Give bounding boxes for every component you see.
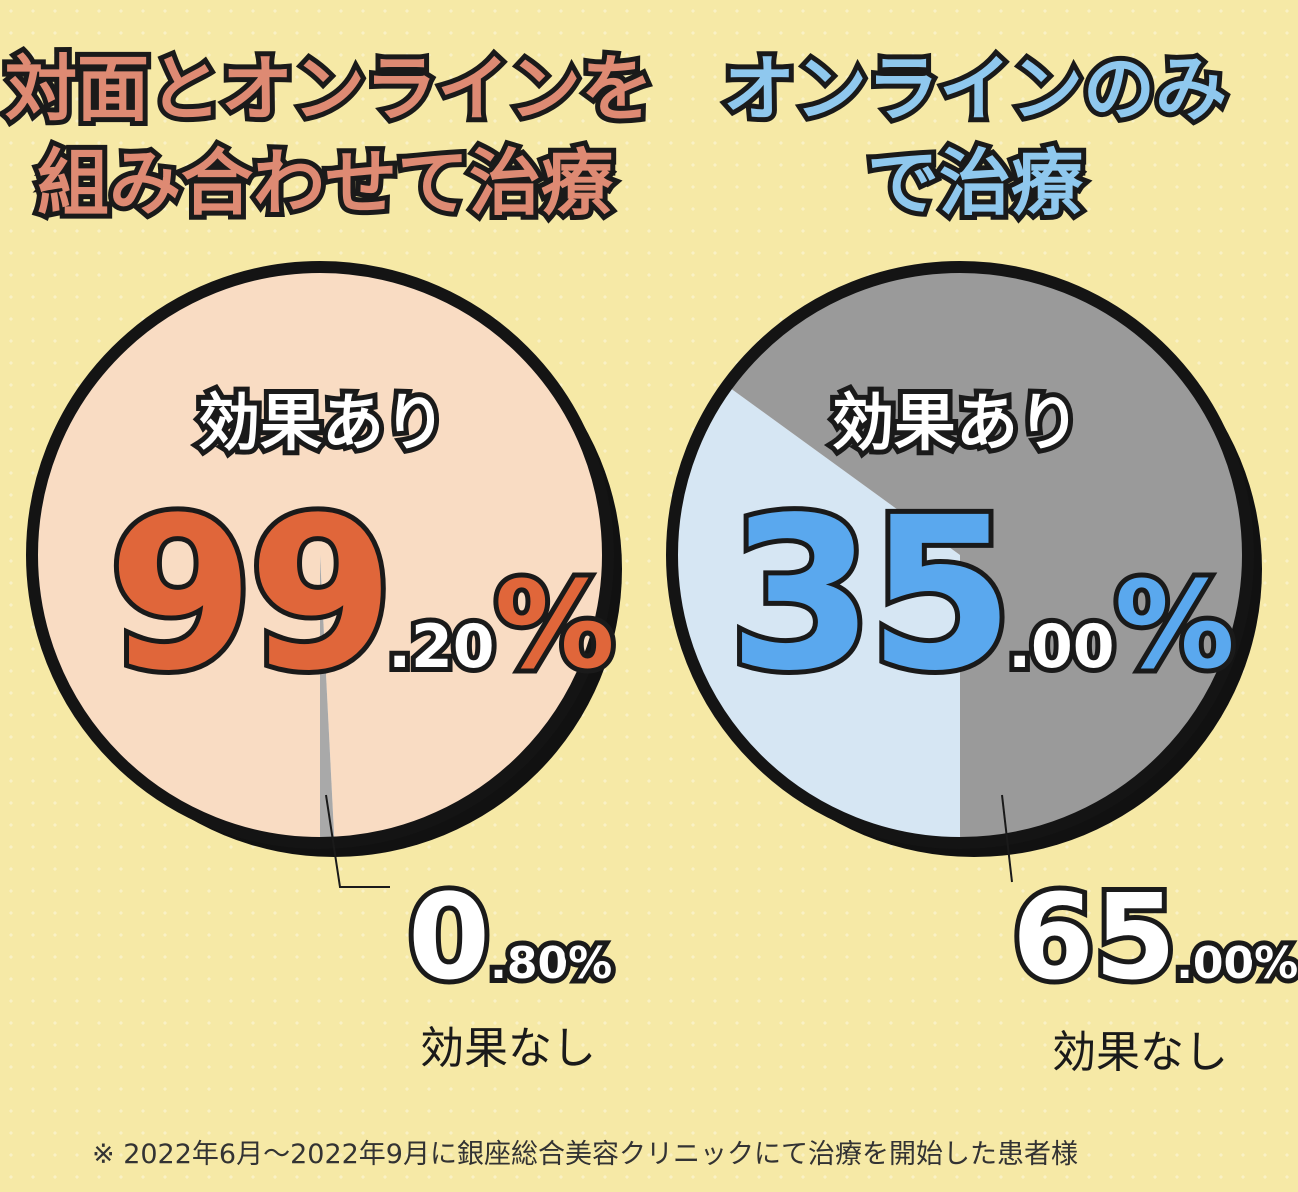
right-slice-effective: [672, 385, 960, 843]
left-slice-effective: [32, 266, 609, 843]
left-pie-outline: [26, 261, 614, 849]
right-value-int: 35: [723, 472, 1019, 717]
right-small-pct: %: [1249, 937, 1298, 991]
right-big-value: 35.00%: [723, 485, 1240, 705]
right-value-dec: .00: [1003, 612, 1119, 682]
left-title-line-1: 対面とオンラインを: [0, 42, 658, 136]
left-big-value: 99.20%: [103, 485, 620, 705]
right-slice-label-no: 効果なし: [1052, 1027, 1228, 1078]
right-small-int: 65: [1007, 868, 1181, 1006]
right-title-line-1: オンラインのみ: [718, 42, 1232, 136]
left-small-int: 0: [403, 868, 495, 1006]
right-leader-line: [1001, 794, 1013, 883]
right-title-line-2: で治療: [862, 136, 1088, 230]
left-small-pct: %: [563, 937, 617, 991]
left-small-dec: .80: [485, 937, 573, 991]
right-small-value: 65.00%: [1007, 873, 1298, 1001]
right-chart-title: オンラインのみ で治療: [690, 42, 1260, 230]
left-leader-line: [325, 794, 390, 888]
left-title-line-2: 組み合わせて治療: [32, 136, 618, 230]
left-chart-title: 対面とオンラインを 組み合わせて治療: [0, 42, 658, 230]
left-slice-no-effect: [320, 555, 335, 843]
left-slice-label-no: 効果なし: [420, 1023, 596, 1074]
right-slice-label-yes: 効果あり: [827, 381, 1085, 464]
left-slice-label-yes: 効果あり: [193, 381, 451, 464]
right-pie: [666, 261, 1262, 857]
left-value-pct: %: [490, 557, 620, 696]
right-slice-no-effect: [727, 267, 1248, 843]
footnote: ※ 2022年6月～2022年9月に銀座総合美容クリニックにて治療を開始した患者…: [92, 1139, 1078, 1170]
right-value-pct: %: [1110, 557, 1240, 696]
left-small-value: 0.80%: [403, 873, 617, 1001]
left-value-int: 99: [103, 472, 399, 717]
left-pie: [26, 261, 622, 857]
right-pie-outline: [666, 261, 1254, 849]
right-small-dec: .00: [1171, 937, 1259, 991]
left-value-dec: .20: [383, 612, 499, 682]
